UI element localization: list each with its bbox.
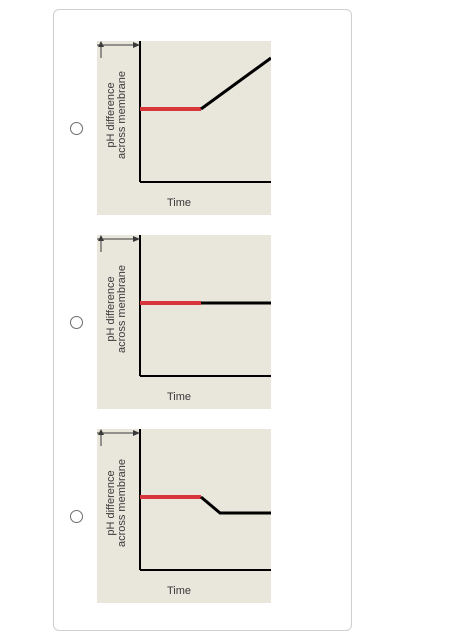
option-b-graph-svg (139, 235, 271, 377)
option-c-graph: pH difference across membrane Time (97, 429, 271, 603)
option-a-graph-svg (139, 41, 271, 183)
option-c-y-label-line2: across membrane (116, 458, 128, 547)
option-a-x-label: Time (167, 197, 192, 209)
option-c-graph-svg (139, 429, 271, 571)
answer-options-card: pH difference across membrane Time (53, 9, 352, 631)
option-b-x-arrow-icon (97, 236, 140, 242)
option-c[interactable]: pH difference across membrane Time (54, 409, 351, 603)
option-c-trend-line (200, 495, 271, 515)
option-b-y-label-line2: across membrane (116, 264, 128, 353)
option-a-x-arrow-icon (97, 42, 140, 48)
option-a-radio[interactable] (70, 122, 83, 135)
option-c-y-label: pH difference across membrane (99, 429, 135, 576)
option-b-radio[interactable] (70, 316, 83, 329)
option-c-x-arrow-icon (97, 430, 140, 436)
option-a-trend-line (200, 56, 271, 111)
option-b-x-label: Time (167, 391, 192, 403)
option-c-radio[interactable] (70, 510, 83, 523)
option-b[interactable]: pH difference across membrane Time (54, 215, 351, 409)
option-a[interactable]: pH difference across membrane Time (54, 21, 351, 215)
option-a-graph: pH difference across membrane Time (97, 41, 271, 215)
option-a-y-label-line2: across membrane (116, 70, 128, 159)
option-c-x-label: Time (167, 585, 192, 597)
option-a-y-label: pH difference across membrane (99, 41, 135, 188)
option-b-graph: pH difference across membrane Time (97, 235, 271, 409)
option-b-y-label: pH difference across membrane (99, 235, 135, 382)
